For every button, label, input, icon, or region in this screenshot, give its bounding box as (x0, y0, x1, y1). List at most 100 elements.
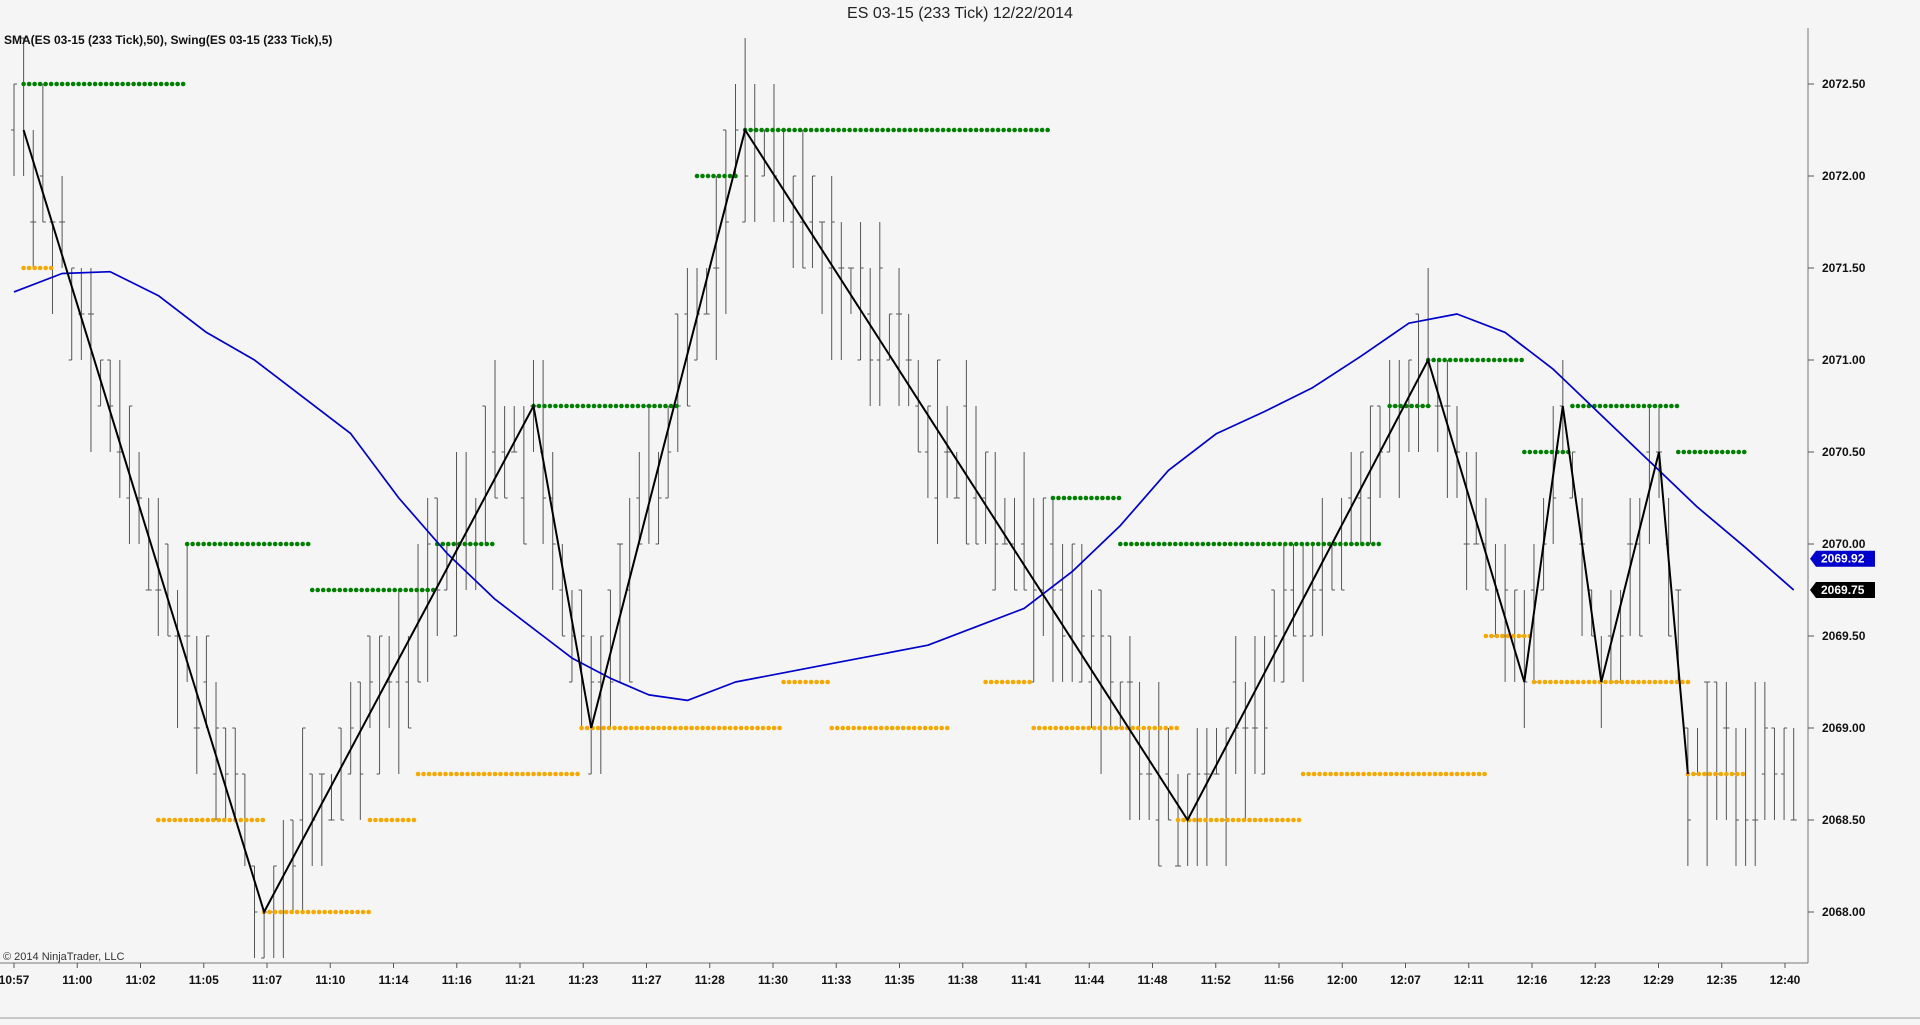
price-bar (20, 37, 27, 176)
price-bar (963, 360, 970, 545)
price-bar (318, 773, 325, 866)
price-bar (1357, 451, 1364, 544)
price-bar (867, 268, 874, 406)
x-tick-label: 11:33 (821, 973, 851, 987)
price-bar (607, 589, 614, 728)
price-bar (347, 682, 354, 775)
x-tick-label: 11:56 (1264, 973, 1294, 987)
price-bar (1473, 452, 1480, 545)
price-bar (1790, 728, 1797, 821)
price-bar (1328, 543, 1335, 591)
x-tick-label: 11:14 (378, 973, 408, 987)
price-bar (164, 543, 171, 637)
price-bar (1300, 543, 1307, 682)
price-bar (299, 727, 306, 912)
price-bar (328, 774, 335, 821)
price-bar (790, 175, 797, 268)
price-bar (357, 681, 364, 820)
price-bar (896, 268, 903, 406)
x-tick-label: 11:00 (62, 973, 92, 987)
price-bar (578, 589, 585, 728)
swing-high-level (1118, 541, 1382, 547)
x-tick-label: 12:29 (1643, 973, 1674, 987)
swing-high-level (434, 541, 495, 547)
x-tick-label: 11:28 (695, 973, 725, 987)
swing-low-level (21, 265, 54, 271)
price-bar (87, 268, 94, 452)
price-bar (751, 84, 758, 222)
chart-panel[interactable]: 2072.50 2072.00 2071.50 2071.00 2070.50 2070.… (0, 28, 1920, 1020)
price-bar (39, 84, 46, 223)
y-tick-label: 2070.50 (1822, 445, 1866, 459)
swing-low-level (1483, 633, 1533, 639)
price-bar (934, 359, 941, 544)
price-bar (1030, 498, 1037, 683)
price-bar (1203, 728, 1210, 866)
price-bar (1261, 636, 1268, 775)
price-bar (1752, 682, 1759, 866)
x-tick-label: 11:44 (1074, 973, 1104, 987)
price-bar (905, 314, 912, 406)
price-bar (174, 590, 181, 728)
price-bar (1040, 497, 1047, 636)
price-bar (1088, 590, 1095, 728)
price-bar (145, 498, 152, 591)
y-tick-label: 2068.50 (1822, 813, 1866, 827)
price-bar (1348, 452, 1355, 545)
x-tick-label: 11:23 (568, 973, 598, 987)
chart-title: ES 03-15 (233 Tick) 12/22/2014 (847, 5, 1073, 22)
x-tick-label: 11:27 (631, 973, 661, 987)
price-bar (1309, 544, 1316, 637)
price-bar (838, 222, 845, 360)
swing-low-level (1175, 817, 1302, 823)
price-bar (944, 406, 951, 498)
y-tick-label: 2072.50 (1822, 77, 1866, 91)
swing-low-level (367, 817, 417, 823)
price-bar (1011, 498, 1018, 591)
price-bar (1136, 682, 1143, 820)
price-bar (1271, 589, 1278, 682)
price-bar (1636, 498, 1643, 637)
price-bar (636, 452, 643, 545)
last-price-tag-bg (1810, 582, 1875, 598)
price-bar (819, 221, 826, 314)
x-tick-label: 12:00 (1327, 973, 1358, 987)
swing-low-level (1031, 725, 1180, 731)
price-bar (1704, 681, 1711, 866)
price-bar (1367, 405, 1374, 544)
price-bar (1579, 498, 1586, 636)
price-bar (1646, 405, 1653, 544)
x-tick-label: 11:52 (1201, 973, 1231, 987)
price-bar (11, 83, 17, 176)
swing-low-level (579, 725, 782, 731)
price-bar (434, 497, 441, 636)
price-bar (876, 222, 883, 406)
price-bar (376, 635, 383, 775)
swing-low-level (156, 817, 266, 823)
x-tick-label: 11:07 (252, 973, 282, 987)
y-tick-label: 2068.00 (1822, 905, 1866, 919)
price-bar (1434, 360, 1441, 452)
price-bar (1396, 360, 1403, 498)
sma-value-tag: 2069.92 (1821, 552, 1865, 566)
swing-high-level (742, 127, 1050, 133)
x-tick-label: 12:16 (1517, 973, 1548, 987)
price-bar (1713, 681, 1720, 820)
price-bar (30, 130, 37, 268)
swing-high-level (531, 403, 679, 409)
price-bar (1290, 544, 1297, 637)
price-bar (415, 544, 422, 683)
price-bar (1732, 728, 1739, 866)
swing-low-level (781, 679, 830, 685)
price-bar (722, 129, 729, 314)
price-bar (116, 360, 123, 498)
sma-value-tag-bg (1810, 550, 1875, 567)
price-bar (1078, 544, 1085, 683)
x-tick-label: 12:40 (1770, 973, 1801, 987)
price-bar (645, 405, 652, 544)
x-tick-label: 11:35 (884, 973, 914, 987)
y-tick-label: 2071.00 (1822, 353, 1866, 367)
y-tick-label: 2069.50 (1822, 629, 1866, 643)
price-bar (1098, 589, 1105, 774)
price-bar (1521, 590, 1528, 728)
